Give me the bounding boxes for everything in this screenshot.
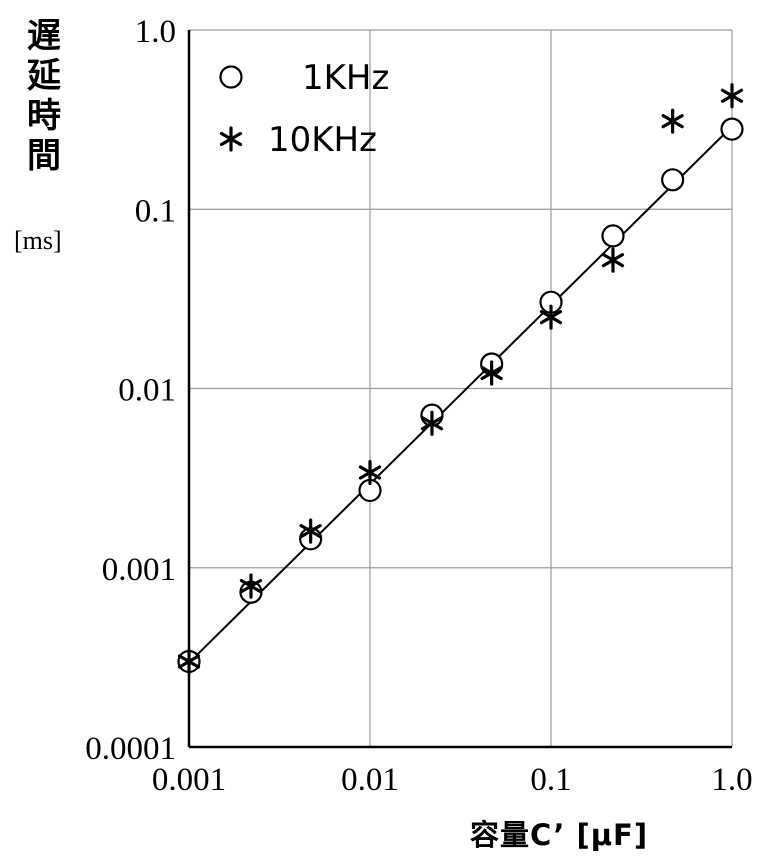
x-axis-label: 容量C’ [μF] [470, 818, 649, 852]
points-layer [177, 83, 744, 675]
data-point-10khz [720, 83, 744, 109]
data-point-10khz [299, 518, 322, 544]
legend-marker-10khz [219, 126, 243, 152]
legend-layer: 1KHz 10KHz [219, 58, 389, 160]
y-tick-label: 0.001 [102, 552, 176, 588]
data-point-1khz [661, 168, 685, 192]
legend-label: 10KHz [268, 120, 377, 160]
y-axis-label-char: 時 [27, 96, 61, 136]
x-tick-label: 1.0 [711, 762, 752, 798]
x-tick-label: 0.1 [530, 762, 571, 798]
fit-layer [188, 125, 733, 664]
data-point-10khz [601, 247, 625, 273]
y-axis-unit: [ms] [14, 226, 62, 255]
data-point-10khz [177, 648, 201, 675]
y-axis-label-char: 間 [27, 136, 61, 176]
data-point-10khz [239, 573, 263, 599]
y-axis-label-char: 延 [27, 56, 61, 96]
data-point-10khz [480, 360, 503, 386]
y-tick-label: 0.1 [135, 193, 176, 229]
x-tick-label: 0.01 [341, 762, 399, 798]
data-point-10khz [358, 459, 382, 486]
y-tick-label: 0.0001 [85, 731, 176, 767]
data-point-10khz [420, 410, 444, 436]
data-point-1khz [601, 224, 625, 248]
axis-layer [187, 30, 732, 749]
y-axis-label-char: 遅 [27, 16, 61, 56]
data-point-10khz [661, 108, 684, 134]
legend-marker-1khz [219, 65, 243, 89]
y-tick-label: 1.0 [135, 14, 176, 50]
y-tick-label: 0.01 [118, 373, 176, 409]
x-tick-label: 0.001 [152, 762, 226, 798]
legend-label: 1KHz [302, 58, 389, 98]
data-point-10khz [539, 304, 563, 330]
data-point-1khz [720, 117, 744, 141]
fit-line [188, 125, 733, 664]
